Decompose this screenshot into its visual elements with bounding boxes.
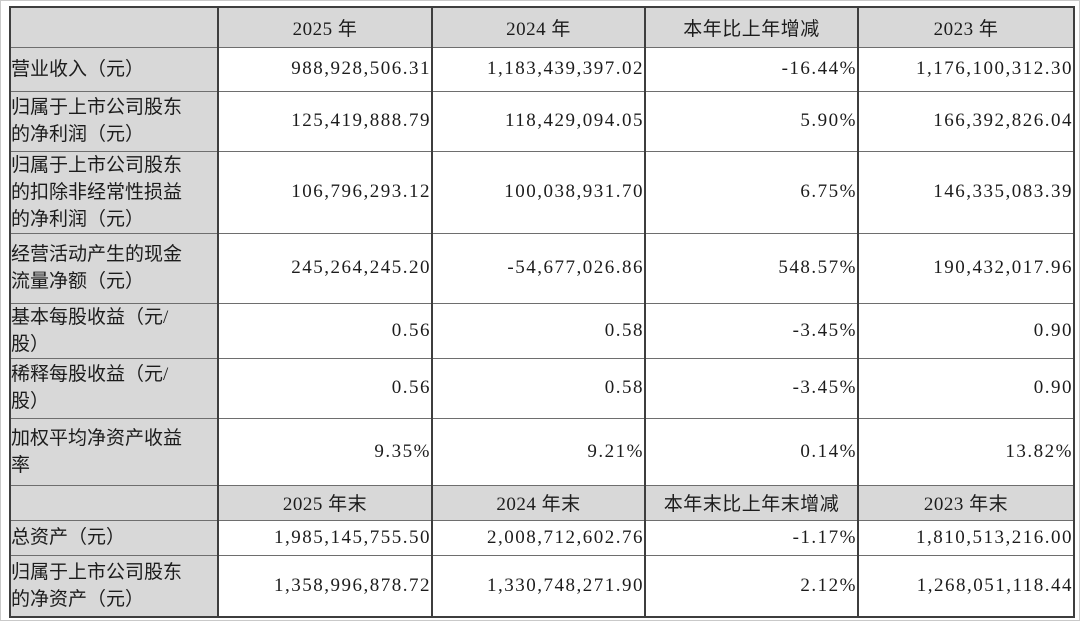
- diluted-eps-2024: 0.58: [431, 357, 646, 419]
- table-row-net-profit-attributable: 归属于上市公司股东 的净利润（元） 125,419,888.79 118,429…: [9, 90, 1075, 152]
- table-row-net-profit-deducted: 归属于上市公司股东 的扣除非经常性损益 的净利润（元） 106,796,293.…: [9, 150, 1075, 234]
- weighted-average-roe-label: 加权平均净资产收益 率: [9, 417, 219, 486]
- total-assets-change: -1.17%: [644, 519, 859, 556]
- basic-eps-label: 基本每股收益（元/ 股）: [9, 302, 219, 359]
- operating-cash-flow-2025: 245,264,245.20: [217, 232, 433, 304]
- net-assets-attributable-2023: 1,268,051,118.44: [857, 554, 1075, 618]
- table-row-net-assets-attributable: 归属于上市公司股东 的净资产（元） 1,358,996,878.72 1,330…: [9, 554, 1075, 618]
- net-profit-deducted-label: 归属于上市公司股东 的扣除非经常性损益 的净利润（元）: [9, 150, 219, 234]
- net-assets-attributable-2024: 1,330,748,271.90: [431, 554, 646, 618]
- operating-revenue-2024: 1,183,439,397.02: [431, 46, 646, 92]
- net-profit-deducted-change: 6.75%: [644, 150, 859, 234]
- net-profit-attributable-2024: 118,429,094.05: [431, 90, 646, 152]
- weighted-average-roe-change: 0.14%: [644, 417, 859, 486]
- net-profit-attributable-label: 归属于上市公司股东 的净利润（元）: [9, 90, 219, 152]
- operating-revenue-change: -16.44%: [644, 46, 859, 92]
- total-assets-2025: 1,985,145,755.50: [217, 519, 433, 556]
- diluted-eps-change: -3.45%: [644, 357, 859, 419]
- period-end-header-2023: 2023 年末: [857, 484, 1075, 521]
- net-profit-attributable-change: 5.90%: [644, 90, 859, 152]
- diluted-eps-label: 稀释每股收益（元/ 股）: [9, 357, 219, 419]
- net-assets-attributable-2025: 1,358,996,878.72: [217, 554, 433, 618]
- net-profit-deducted-2024: 100,038,931.70: [431, 150, 646, 234]
- net-profit-deducted-2023: 146,335,083.39: [857, 150, 1075, 234]
- weighted-average-roe-2024: 9.21%: [431, 417, 646, 486]
- operating-revenue-label: 营业收入（元）: [9, 46, 219, 92]
- diluted-eps-2023: 0.90: [857, 357, 1075, 419]
- net-assets-attributable-label: 归属于上市公司股东 的净资产（元）: [9, 554, 219, 618]
- operating-revenue-2025: 988,928,506.31: [217, 46, 433, 92]
- total-assets-label: 总资产（元）: [9, 519, 219, 556]
- basic-eps-2025: 0.56: [217, 302, 433, 359]
- operating-cash-flow-change: 548.57%: [644, 232, 859, 304]
- total-assets-2024: 2,008,712,602.76: [431, 519, 646, 556]
- period-end-header-blank-cell: [9, 484, 219, 521]
- diluted-eps-2025: 0.56: [217, 357, 433, 419]
- annual-header-blank-cell: [9, 6, 219, 48]
- annual-header-2025: 2025 年: [217, 6, 433, 48]
- basic-eps-2024: 0.58: [431, 302, 646, 359]
- table-row-basic-eps: 基本每股收益（元/ 股） 0.56 0.58 -3.45% 0.90: [9, 302, 1075, 359]
- operating-cash-flow-2024: -54,677,026.86: [431, 232, 646, 304]
- operating-cash-flow-label: 经营活动产生的现金 流量净额（元）: [9, 232, 219, 304]
- period-end-header-row: 2025 年末 2024 年末 本年末比上年末增减 2023 年末: [9, 484, 1075, 521]
- annual-header-2023: 2023 年: [857, 6, 1075, 48]
- table-row-diluted-eps: 稀释每股收益（元/ 股） 0.56 0.58 -3.45% 0.90: [9, 357, 1075, 419]
- period-end-header-2025: 2025 年末: [217, 484, 433, 521]
- table-row-weighted-average-roe: 加权平均净资产收益 率 9.35% 9.21% 0.14% 13.82%: [9, 417, 1075, 486]
- annual-header-change: 本年比上年增减: [644, 6, 859, 48]
- total-assets-2023: 1,810,513,216.00: [857, 519, 1075, 556]
- weighted-average-roe-2023: 13.82%: [857, 417, 1075, 486]
- basic-eps-change: -3.45%: [644, 302, 859, 359]
- financial-summary-table: 2025 年 2024 年 本年比上年增减 2023 年 营业收入（元） 988…: [9, 6, 1075, 618]
- table-row-operating-cash-flow: 经营活动产生的现金 流量净额（元） 245,264,245.20 -54,677…: [9, 232, 1075, 304]
- operating-revenue-2023: 1,176,100,312.30: [857, 46, 1075, 92]
- net-assets-attributable-change: 2.12%: [644, 554, 859, 618]
- table-row-operating-revenue: 营业收入（元） 988,928,506.31 1,183,439,397.02 …: [9, 46, 1075, 92]
- net-profit-attributable-2025: 125,419,888.79: [217, 90, 433, 152]
- net-profit-attributable-2023: 166,392,826.04: [857, 90, 1075, 152]
- net-profit-deducted-2025: 106,796,293.12: [217, 150, 433, 234]
- annual-header-2024: 2024 年: [431, 6, 646, 48]
- period-end-header-2024: 2024 年末: [431, 484, 646, 521]
- period-end-header-change: 本年末比上年末增减: [644, 484, 859, 521]
- table-row-total-assets: 总资产（元） 1,985,145,755.50 2,008,712,602.76…: [9, 519, 1075, 556]
- operating-cash-flow-2023: 190,432,017.96: [857, 232, 1075, 304]
- weighted-average-roe-2025: 9.35%: [217, 417, 433, 486]
- annual-header-row: 2025 年 2024 年 本年比上年增减 2023 年: [9, 6, 1075, 48]
- basic-eps-2023: 0.90: [857, 302, 1075, 359]
